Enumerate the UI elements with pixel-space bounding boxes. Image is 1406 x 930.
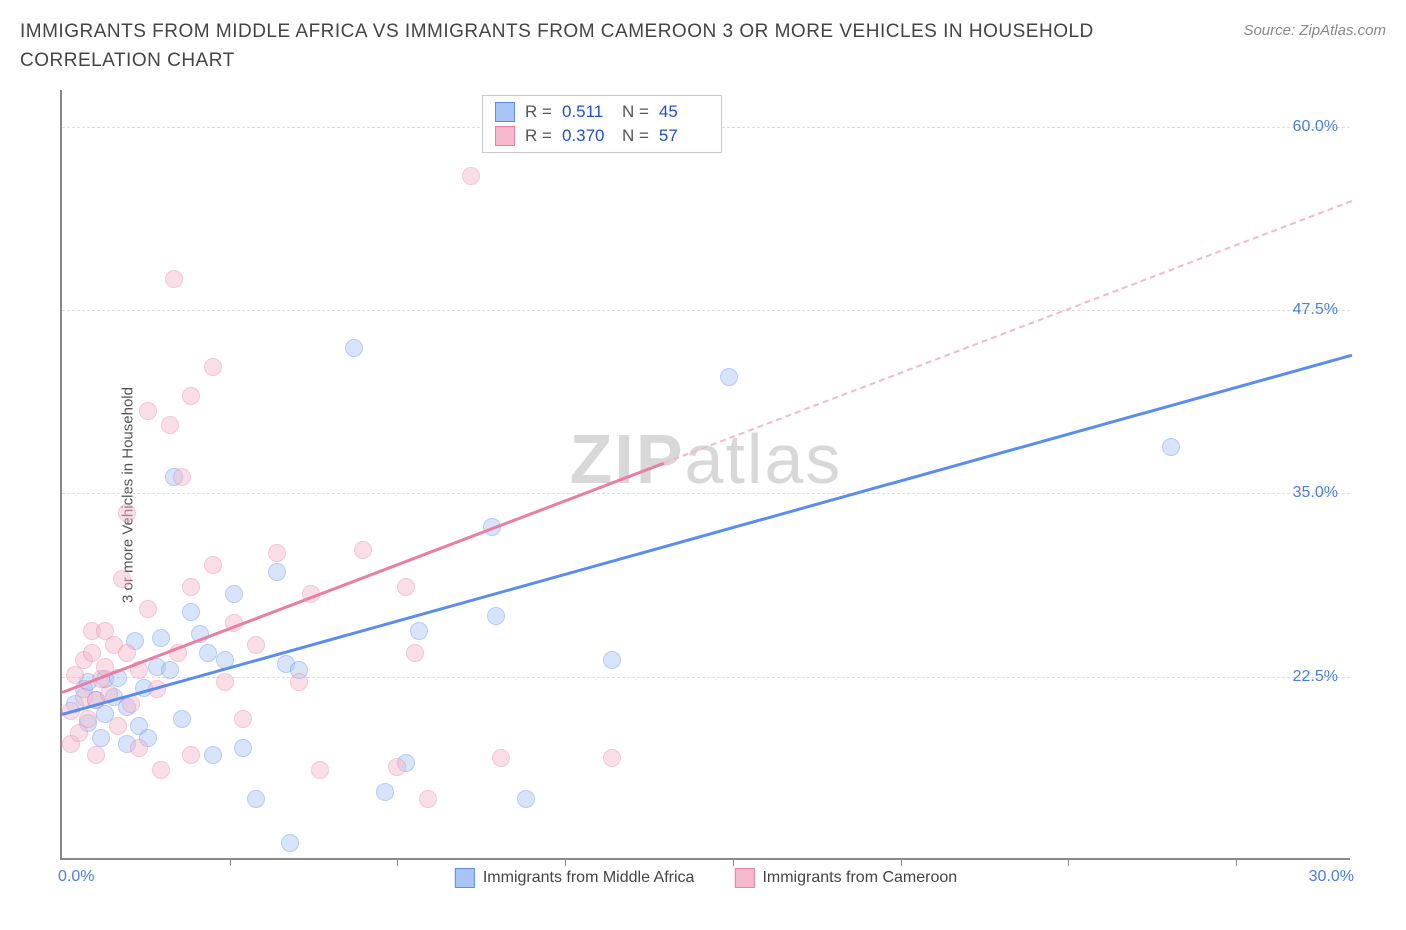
scatter-point — [173, 468, 191, 486]
trend-line — [62, 462, 665, 694]
scatter-point — [406, 644, 424, 662]
scatter-point — [345, 339, 363, 357]
stats-row: R =0.511N =45 — [495, 102, 709, 122]
scatter-point — [603, 749, 621, 767]
scatter-point — [216, 673, 234, 691]
legend-item: Immigrants from Middle Africa — [455, 868, 695, 888]
scatter-point — [247, 790, 265, 808]
plot-area: ZIPatlas 22.5%35.0%47.5%60.0%0.0%30.0%R … — [60, 90, 1350, 860]
scatter-point — [268, 544, 286, 562]
scatter-point — [113, 570, 131, 588]
scatter-point — [118, 644, 136, 662]
scatter-point — [204, 556, 222, 574]
scatter-point — [83, 644, 101, 662]
scatter-point — [130, 739, 148, 757]
trend-line — [62, 354, 1353, 716]
y-tick-label: 47.5% — [1293, 301, 1338, 319]
trend-line-dashed — [664, 200, 1353, 464]
scatter-point — [487, 607, 505, 625]
x-tick — [565, 858, 566, 866]
x-tick — [230, 858, 231, 866]
scatter-point — [419, 790, 437, 808]
scatter-point — [720, 368, 738, 386]
scatter-point — [87, 746, 105, 764]
x-tick — [901, 858, 902, 866]
scatter-point — [152, 629, 170, 647]
scatter-point — [139, 600, 157, 618]
legend-swatch — [495, 126, 515, 146]
scatter-point — [118, 504, 136, 522]
scatter-point — [204, 358, 222, 376]
scatter-point — [462, 167, 480, 185]
scatter-point — [268, 563, 286, 581]
x-max-label: 30.0% — [1309, 868, 1354, 886]
x-tick — [1236, 858, 1237, 866]
scatter-point — [165, 270, 183, 288]
watermark: ZIPatlas — [570, 419, 843, 499]
y-tick-label: 60.0% — [1293, 118, 1338, 136]
bottom-legend: Immigrants from Middle Africa Immigrants … — [455, 868, 957, 888]
scatter-point — [247, 636, 265, 654]
scatter-point — [79, 710, 97, 728]
scatter-point — [311, 761, 329, 779]
scatter-point — [603, 651, 621, 669]
scatter-point — [281, 834, 299, 852]
scatter-point — [397, 578, 415, 596]
scatter-point — [139, 402, 157, 420]
scatter-point — [152, 761, 170, 779]
scatter-point — [1162, 438, 1180, 456]
x-tick — [397, 858, 398, 866]
scatter-point — [517, 790, 535, 808]
scatter-point — [290, 673, 308, 691]
x-tick — [733, 858, 734, 866]
scatter-point — [199, 644, 217, 662]
gridline — [62, 493, 1350, 494]
legend-label: Immigrants from Middle Africa — [483, 869, 695, 887]
scatter-point — [492, 749, 510, 767]
scatter-point — [161, 661, 179, 679]
gridline — [62, 310, 1350, 311]
legend-swatch — [495, 102, 515, 122]
scatter-point — [161, 416, 179, 434]
scatter-point — [354, 541, 372, 559]
y-tick-label: 22.5% — [1293, 668, 1338, 686]
scatter-point — [182, 746, 200, 764]
chart-source: Source: ZipAtlas.com — [1243, 22, 1386, 39]
stats-row: R =0.370N =57 — [495, 126, 709, 146]
chart-container: 3 or more Vehicles in Household ZIPatlas… — [60, 90, 1380, 900]
stats-box: R =0.511N =45 R =0.370N =57 — [482, 95, 722, 153]
scatter-point — [182, 387, 200, 405]
scatter-point — [182, 603, 200, 621]
scatter-point — [388, 758, 406, 776]
x-min-label: 0.0% — [58, 868, 94, 886]
scatter-point — [234, 739, 252, 757]
scatter-point — [376, 783, 394, 801]
scatter-point — [410, 622, 428, 640]
x-tick — [1068, 858, 1069, 866]
legend-item: Immigrants from Cameroon — [734, 868, 957, 888]
legend-swatch — [734, 868, 754, 888]
scatter-point — [182, 578, 200, 596]
scatter-point — [204, 746, 222, 764]
chart-title: IMMIGRANTS FROM MIDDLE AFRICA VS IMMIGRA… — [20, 18, 1120, 75]
scatter-point — [234, 710, 252, 728]
scatter-point — [173, 710, 191, 728]
scatter-point — [92, 729, 110, 747]
scatter-point — [109, 717, 127, 735]
scatter-point — [225, 585, 243, 603]
legend-label: Immigrants from Cameroon — [762, 869, 957, 887]
gridline — [62, 677, 1350, 678]
y-tick-label: 35.0% — [1293, 484, 1338, 502]
legend-swatch — [455, 868, 475, 888]
